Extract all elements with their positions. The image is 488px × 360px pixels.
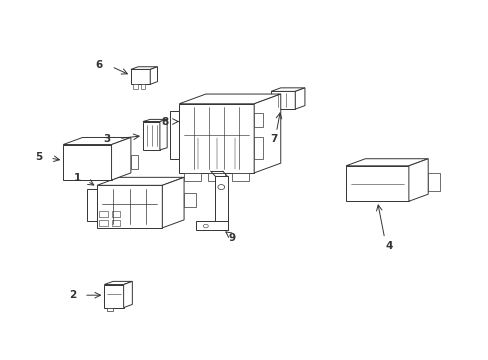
- Polygon shape: [169, 111, 179, 159]
- Text: 4: 4: [385, 240, 392, 251]
- Polygon shape: [162, 177, 183, 228]
- Polygon shape: [131, 67, 157, 69]
- Bar: [99, 220, 108, 226]
- Bar: [140, 84, 145, 89]
- Bar: [183, 173, 201, 181]
- Text: 3: 3: [103, 134, 110, 144]
- Polygon shape: [254, 94, 280, 173]
- Bar: [183, 193, 196, 207]
- Bar: [232, 173, 249, 181]
- Bar: [106, 307, 112, 311]
- Bar: [427, 173, 439, 191]
- Bar: [99, 211, 108, 217]
- Polygon shape: [104, 284, 123, 307]
- Text: 2: 2: [69, 290, 76, 300]
- Text: 7: 7: [269, 134, 277, 144]
- Polygon shape: [63, 138, 131, 145]
- Bar: [254, 138, 263, 159]
- Polygon shape: [123, 282, 132, 307]
- Polygon shape: [179, 104, 254, 173]
- Polygon shape: [111, 138, 131, 180]
- Polygon shape: [196, 221, 227, 230]
- Polygon shape: [104, 282, 132, 284]
- Bar: [208, 173, 224, 181]
- Bar: [131, 155, 138, 169]
- Bar: [111, 220, 120, 226]
- Polygon shape: [142, 120, 167, 122]
- Polygon shape: [160, 120, 167, 150]
- Bar: [133, 84, 138, 89]
- Polygon shape: [97, 185, 162, 228]
- Polygon shape: [97, 177, 183, 185]
- Text: 8: 8: [161, 117, 168, 126]
- Polygon shape: [63, 145, 111, 180]
- Polygon shape: [270, 91, 295, 109]
- Polygon shape: [87, 189, 97, 221]
- Polygon shape: [131, 69, 150, 84]
- Text: 1: 1: [74, 173, 81, 183]
- Polygon shape: [408, 159, 427, 201]
- Polygon shape: [346, 159, 427, 166]
- Polygon shape: [215, 176, 227, 230]
- Polygon shape: [295, 88, 305, 109]
- Polygon shape: [150, 67, 157, 84]
- Text: 9: 9: [228, 234, 236, 243]
- Text: 5: 5: [35, 152, 42, 162]
- Bar: [254, 113, 263, 127]
- Polygon shape: [270, 88, 305, 91]
- Polygon shape: [179, 94, 280, 104]
- Text: 6: 6: [96, 60, 103, 70]
- Polygon shape: [346, 166, 408, 201]
- Polygon shape: [142, 122, 160, 150]
- Bar: [111, 211, 120, 217]
